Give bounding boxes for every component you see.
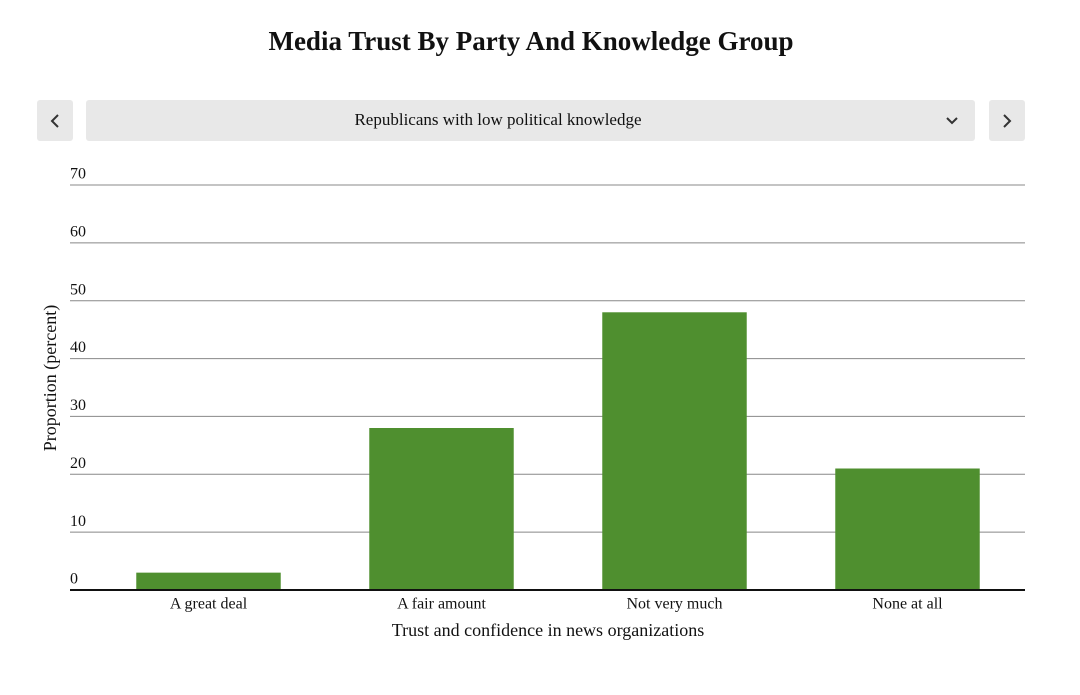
y-tick-label: 40	[70, 339, 86, 356]
select-bg	[86, 100, 975, 141]
y-axis-label: Proportion (percent)	[40, 305, 61, 451]
x-tick-label: None at all	[872, 596, 943, 613]
prev-button[interactable]	[37, 100, 73, 141]
x-tick-label: Not very much	[627, 596, 723, 613]
y-tick-label: 0	[70, 571, 78, 588]
bar	[136, 572, 281, 590]
y-tick-label: 60	[70, 224, 86, 241]
y-tick-label: 70	[70, 166, 86, 183]
prev-icon	[50, 114, 59, 128]
next-button[interactable]	[989, 100, 1025, 141]
x-axis-label: Trust and confidence in news organizatio…	[392, 620, 704, 640]
chart-title: Media Trust By Party And Knowledge Group	[268, 26, 793, 56]
select-value: Republicans with low political knowledge	[354, 110, 641, 129]
x-tick-label: A fair amount	[397, 596, 486, 613]
x-tick-label: A great deal	[170, 596, 248, 613]
bar	[602, 312, 747, 590]
group-select[interactable]: Republicans with low political knowledge	[86, 100, 975, 141]
select-icon	[946, 117, 958, 125]
next-button-bg	[989, 100, 1025, 141]
bar	[369, 428, 514, 590]
y-tick-label: 30	[70, 397, 86, 414]
y-tick-label: 50	[70, 281, 86, 298]
y-tick-label: 20	[70, 455, 86, 472]
next-icon	[1003, 114, 1012, 128]
bar	[835, 468, 980, 590]
y-tick-label: 10	[70, 513, 86, 530]
prev-button-bg	[37, 100, 73, 141]
